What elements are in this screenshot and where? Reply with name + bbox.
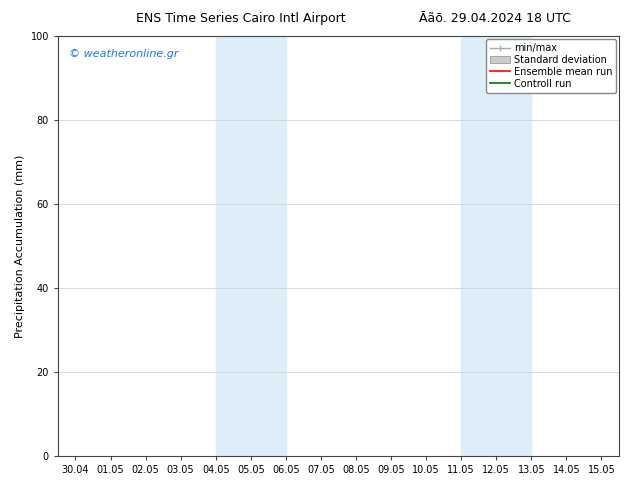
Legend: min/max, Standard deviation, Ensemble mean run, Controll run: min/max, Standard deviation, Ensemble me… xyxy=(486,39,616,93)
Text: Āãō. 29.04.2024 18 UTC: Āãō. 29.04.2024 18 UTC xyxy=(418,12,571,25)
Bar xyxy=(216,36,286,456)
Text: © weatheronline.gr: © weatheronline.gr xyxy=(69,49,179,59)
Y-axis label: Precipitation Accumulation (mm): Precipitation Accumulation (mm) xyxy=(15,154,25,338)
Text: ENS Time Series Cairo Intl Airport: ENS Time Series Cairo Intl Airport xyxy=(136,12,346,25)
Bar xyxy=(461,36,531,456)
